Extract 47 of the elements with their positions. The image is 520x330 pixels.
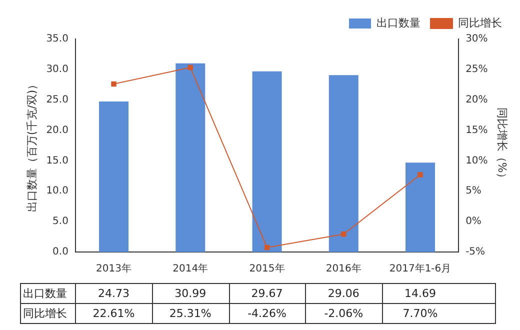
y2-tick-label: 10% bbox=[466, 155, 488, 166]
data-label: 29.06 bbox=[328, 286, 360, 300]
y-tick-label: 20.0 bbox=[46, 124, 68, 136]
y-tick-label: 5.0 bbox=[52, 216, 68, 228]
bar bbox=[328, 75, 358, 252]
data-label: 22.61% bbox=[92, 306, 135, 320]
y2-tick-label: 15% bbox=[466, 124, 488, 136]
y2-tick-label: 20% bbox=[466, 94, 488, 106]
y2-tick-label: 5% bbox=[466, 186, 482, 197]
x-tick-label: 2017年1-6月 bbox=[389, 262, 452, 275]
point bbox=[111, 81, 116, 87]
legend-label: 出口数量 bbox=[376, 16, 420, 30]
x-tick-label: 2015年 bbox=[249, 262, 285, 275]
x-tick-label: 2013年 bbox=[96, 262, 132, 275]
point bbox=[418, 172, 423, 178]
data-label: 24.73 bbox=[98, 286, 130, 300]
y-tick-label: 10.0 bbox=[46, 186, 68, 197]
legend-label: 同比增长 bbox=[458, 16, 502, 30]
data-label: 7.70% bbox=[402, 306, 438, 320]
data-label: 14.69 bbox=[404, 286, 436, 300]
y-tick-label: 15.0 bbox=[46, 155, 68, 166]
y2-tick-label: 0% bbox=[466, 216, 482, 228]
text: 出口数量 bbox=[23, 286, 67, 300]
bar bbox=[99, 102, 129, 252]
y-tick-label: 25.0 bbox=[46, 94, 68, 106]
bar bbox=[176, 63, 206, 252]
x-tick-label: 2014年 bbox=[172, 262, 208, 275]
x-tick-label: 2016年 bbox=[326, 262, 362, 275]
y2-tick-label: -5% bbox=[466, 246, 486, 258]
bar bbox=[406, 162, 436, 252]
text: 同比增长 bbox=[23, 306, 67, 320]
y2-tick-label: 25% bbox=[466, 64, 488, 76]
y2-tick-label: 30% bbox=[466, 34, 488, 45]
y-axis-title: 出口数量（百万(千克/双)） bbox=[25, 78, 38, 212]
data-label: -4.26% bbox=[248, 306, 286, 320]
y-tick-label: 35.0 bbox=[46, 34, 68, 45]
y2-axis-title: 同比增长（%） bbox=[496, 107, 509, 184]
bar bbox=[252, 71, 282, 252]
y-tick-label: 0.0 bbox=[52, 246, 68, 258]
point bbox=[188, 64, 194, 70]
data-label: 30.99 bbox=[174, 286, 206, 300]
data-label: 25.31% bbox=[169, 306, 212, 320]
point bbox=[341, 231, 346, 237]
data-label: -2.06% bbox=[324, 306, 364, 320]
point bbox=[264, 244, 270, 250]
data-label: 29.67 bbox=[251, 286, 283, 300]
y-tick-label: 30.0 bbox=[46, 64, 68, 76]
